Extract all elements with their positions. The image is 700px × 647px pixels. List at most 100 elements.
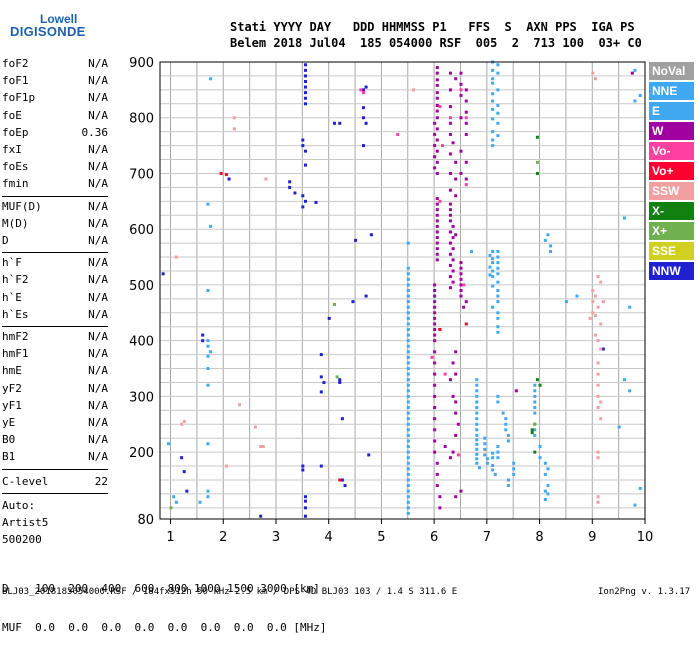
ionogram-point <box>319 375 323 379</box>
ionogram-point <box>232 127 236 131</box>
ionogram-point <box>406 389 410 393</box>
param-value: N/A <box>88 347 108 361</box>
ionogram-point <box>433 155 437 159</box>
ionogram-point <box>451 258 455 262</box>
ionogram-point <box>303 199 307 203</box>
ionogram-point <box>464 110 468 114</box>
param-row: yE N/A <box>2 416 108 430</box>
ionogram-point <box>435 91 439 95</box>
ionogram-point <box>406 506 410 510</box>
ionogram-point <box>459 116 463 120</box>
ionogram-point <box>264 177 268 181</box>
auto-line: Auto: <box>2 498 36 512</box>
ionogram-point <box>406 450 410 454</box>
ionogram-point <box>448 116 452 120</box>
ionogram-point <box>475 461 479 465</box>
ionogram-point <box>454 372 458 376</box>
ionogram-point <box>451 224 455 228</box>
ionogram-point <box>406 241 410 245</box>
ionogram-point <box>601 347 605 351</box>
plot-frame <box>159 61 646 520</box>
ionogram-point <box>435 103 439 107</box>
ionogram-point <box>546 467 550 471</box>
divider <box>2 468 108 470</box>
ionogram-point <box>485 457 489 461</box>
ionogram-point <box>406 495 410 499</box>
ionogram-point <box>593 294 597 298</box>
param-row: hmE N/A <box>2 364 108 378</box>
param-row: fmin N/A <box>2 177 108 191</box>
x-tick-label: 4 <box>325 530 333 545</box>
param-row: hmF2 N/A <box>2 330 108 344</box>
ionogram-point <box>596 394 600 398</box>
ionogram-point <box>496 261 500 265</box>
ionogram-point <box>459 283 463 287</box>
ionogram-point <box>448 88 452 92</box>
ionogram-point <box>451 269 455 273</box>
ionogram-point <box>601 300 605 304</box>
ionogram-point <box>433 328 437 332</box>
ionogram-point <box>406 328 410 332</box>
legend-item: W <box>649 122 694 140</box>
x-tick-label: 1 <box>166 530 174 545</box>
ionogram-point <box>491 144 495 148</box>
y-tick-label: 700 <box>129 167 154 182</box>
ionogram-point <box>303 74 307 78</box>
ionogram-point <box>435 258 439 262</box>
x-tick-label: 10 <box>637 530 654 545</box>
ionogram-point <box>533 411 537 415</box>
ionogram-point <box>596 456 600 460</box>
ionogram-point <box>622 378 626 382</box>
ionogram-point <box>406 411 410 415</box>
param-name: hmF2 <box>2 330 29 343</box>
ionogram-point <box>435 484 439 488</box>
ionogram-point <box>596 275 600 279</box>
ionogram-point <box>538 456 542 460</box>
ionogram-point <box>485 461 489 465</box>
ionogram-point <box>319 464 323 468</box>
ionogram-point <box>206 339 210 343</box>
param-value: N/A <box>88 273 108 287</box>
ionogram-point <box>448 171 452 175</box>
ionogram-point <box>209 77 213 81</box>
ionogram-point <box>533 394 537 398</box>
ionogram-point <box>475 394 479 398</box>
ionogram-point <box>599 280 603 284</box>
ionogram-point <box>338 378 342 382</box>
ionogram-point <box>166 442 170 446</box>
ionogram-point <box>206 344 210 348</box>
ionogram-point <box>406 333 410 337</box>
ionogram-point <box>483 447 487 451</box>
ionogram-point <box>630 71 634 75</box>
legend-item: NNE <box>649 82 694 100</box>
auto-line: Artist5 <box>2 516 49 529</box>
param-name: yF1 <box>2 398 22 412</box>
ionogram-point <box>535 135 539 139</box>
ionogram-point <box>496 289 500 292</box>
ionogram-point <box>475 457 479 461</box>
ionogram-point <box>303 85 307 89</box>
ionogram-point <box>475 447 479 451</box>
ionogram-point <box>504 428 508 432</box>
param-name: foEs <box>2 160 29 174</box>
ionogram-point <box>491 305 495 309</box>
ionogram-point <box>406 433 410 437</box>
ionogram-point <box>454 77 458 81</box>
ionogram-point <box>496 280 500 284</box>
chart-grid <box>160 61 646 519</box>
ionogram-point <box>435 78 439 82</box>
ionogram-point <box>406 406 410 410</box>
ionogram-point <box>433 144 437 148</box>
ionogram-point <box>546 484 550 488</box>
ionogram-point <box>206 354 210 358</box>
ionogram-point <box>599 417 603 421</box>
ionogram-point <box>406 344 410 348</box>
ionogram-point <box>303 514 307 518</box>
ionogram-point <box>253 425 257 429</box>
ionogram-point <box>335 375 339 379</box>
ionogram-point <box>546 233 550 237</box>
ionogram-point <box>454 194 458 198</box>
ionogram-point <box>435 202 439 206</box>
ionogram-point <box>448 208 452 212</box>
ionogram-point <box>303 102 307 106</box>
